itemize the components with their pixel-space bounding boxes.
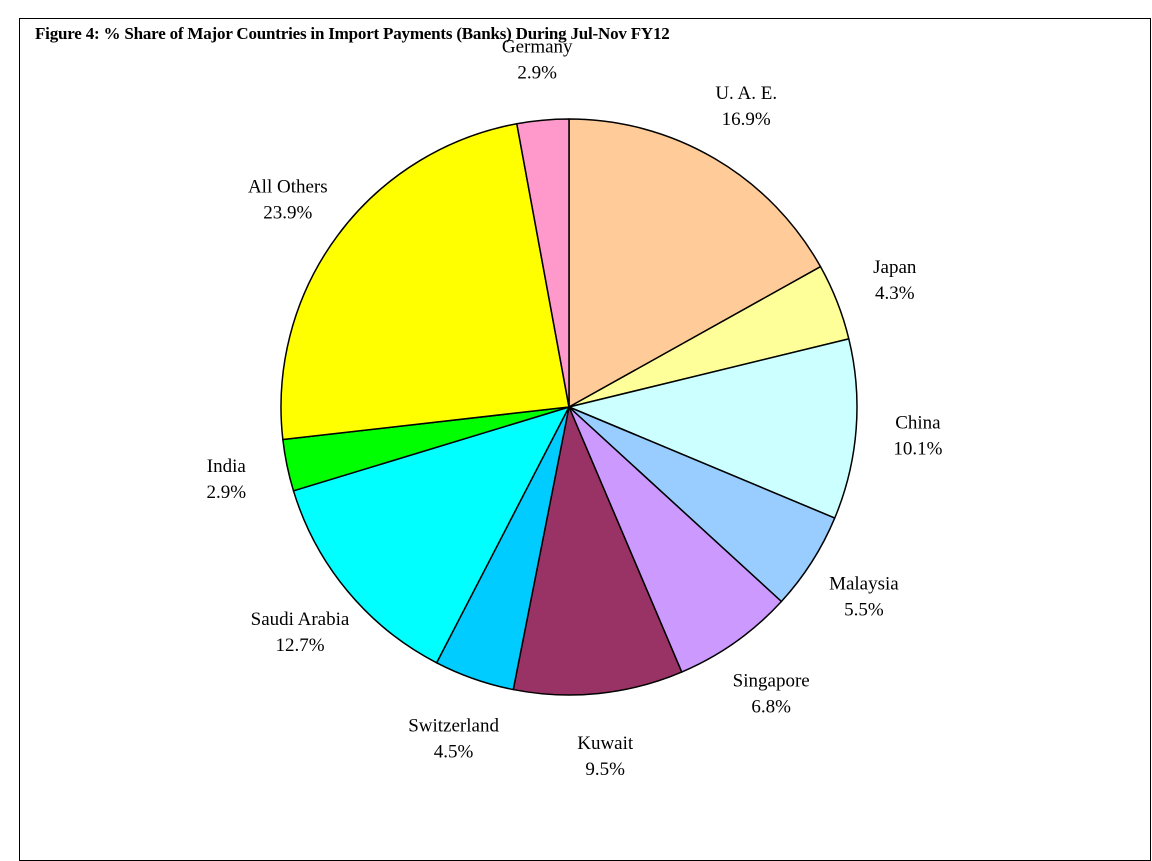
data-label-switzerland: Switzerland 4.5% bbox=[408, 715, 499, 762]
data-label-name: Saudi Arabia bbox=[251, 609, 350, 630]
data-label-value: 4.5% bbox=[434, 741, 474, 762]
data-label-value: 2.9% bbox=[207, 482, 247, 503]
data-label-name: China bbox=[895, 413, 941, 434]
data-label-value: 16.9% bbox=[722, 109, 771, 130]
data-label-value: 4.3% bbox=[875, 283, 915, 304]
pie-slice-singapore bbox=[568, 406, 783, 673]
data-label-china: China 10.1% bbox=[893, 413, 942, 460]
pie-slice-all-others bbox=[280, 123, 570, 441]
data-label-saudi-arabia: Saudi Arabia 12.7% bbox=[251, 609, 350, 656]
data-label-name: U. A. E. bbox=[715, 83, 777, 104]
data-label-u-a-e: U. A. E. 16.9% bbox=[715, 83, 777, 130]
data-label-value: 2.9% bbox=[517, 63, 557, 84]
data-label-japan: Japan 4.3% bbox=[873, 257, 917, 304]
data-label-name: Kuwait bbox=[577, 733, 634, 754]
data-label-germany: Germany 2.9% bbox=[502, 37, 573, 84]
data-label-name: Japan bbox=[873, 257, 917, 278]
data-label-value: 10.1% bbox=[893, 439, 942, 460]
chart-title: Figure 4: % Share of Major Countries in … bbox=[35, 24, 670, 43]
data-label-kuwait: Kuwait 9.5% bbox=[577, 733, 634, 780]
data-label-value: 5.5% bbox=[844, 600, 884, 621]
data-label-singapore: Singapore 6.8% bbox=[733, 671, 810, 718]
data-label-india: India 2.9% bbox=[207, 456, 247, 503]
data-label-name: Switzerland bbox=[408, 715, 499, 736]
data-label-all-others: All Others 23.9% bbox=[248, 177, 328, 224]
data-label-value: 9.5% bbox=[585, 759, 625, 780]
data-label-name: Malaysia bbox=[829, 574, 899, 595]
data-label-value: 6.8% bbox=[751, 697, 791, 718]
pie-slices bbox=[280, 118, 858, 696]
pie-slice-germany bbox=[516, 118, 570, 408]
data-label-name: Singapore bbox=[733, 671, 810, 692]
pie-slice-china bbox=[568, 338, 858, 519]
pie-slice-saudi-arabia bbox=[292, 406, 570, 664]
data-label-value: 12.7% bbox=[275, 635, 324, 656]
data-label-name: India bbox=[207, 456, 247, 477]
data-label-name: Germany bbox=[502, 37, 573, 58]
data-label-name: All Others bbox=[248, 177, 328, 198]
pie-labels: U. A. E. 16.9% Japan 4.3% China 10.1% Malaysia… bbox=[207, 37, 943, 781]
data-label-malaysia: Malaysia 5.5% bbox=[829, 574, 899, 621]
data-label-value: 23.9% bbox=[263, 203, 312, 224]
pie-slice-u-a-e bbox=[568, 118, 822, 408]
